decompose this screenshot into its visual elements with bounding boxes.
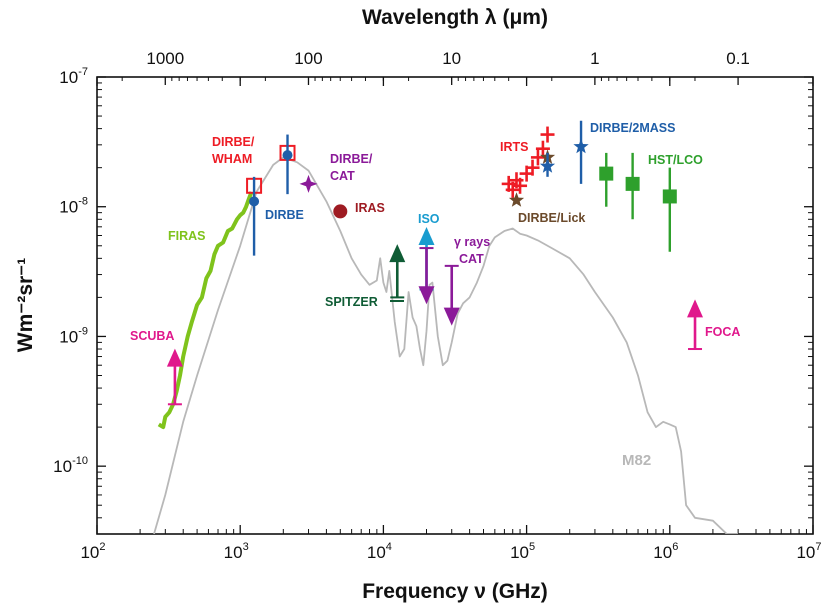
x-tick-label: 107 (796, 541, 821, 562)
y-tick-label: 10-8 (59, 196, 88, 217)
data-point-iras (333, 204, 348, 219)
annotation-label: FIRAS (168, 229, 206, 243)
y-axis-title: Wm⁻²sr⁻¹ (14, 258, 37, 353)
top-tick-label: 100 (294, 49, 322, 68)
data-point-dirbe/2mass (539, 158, 556, 173)
annotations: FIRAS SCUBA DIRBE/WHAM DIRBE DIRBE/CAT IRAS IS… (130, 121, 740, 469)
annotation-label: IRTS (500, 140, 528, 154)
series-line-firas (157, 191, 254, 430)
data-point-hst/lco (625, 176, 640, 191)
top-tick-label: 1 (590, 49, 599, 68)
annotation-label: CAT (459, 252, 484, 266)
y-tick-label: 10-7 (59, 66, 88, 87)
data-point-hst/lco (662, 189, 677, 204)
data-point-dirbe/2mass (573, 138, 589, 154)
annotation-label: DIRBE/ (330, 152, 373, 166)
x-tick-label: 106 (653, 541, 678, 562)
annotation-label: DIRBE (265, 208, 304, 222)
x-axis-title: Frequency ν (GHz) (362, 580, 548, 603)
data-point-dirbe (249, 196, 260, 207)
annotation-label: IRAS (355, 201, 385, 215)
annotation-label: WHAM (212, 152, 252, 166)
data-point-γ rays cat (418, 286, 435, 305)
top-tick-label: 0.1 (726, 49, 750, 68)
annotation-label: CAT (330, 169, 355, 183)
top-tick-label: 1000 (146, 49, 184, 68)
annotation-label: FOCA (705, 325, 740, 339)
series-layer (153, 120, 739, 534)
data-point-dirbe/cat (299, 174, 318, 193)
series-line-m82 (153, 156, 739, 534)
data-point-dirbe/lick (508, 192, 525, 207)
plot-frame (96, 76, 814, 535)
x-tick-label: 105 (510, 541, 535, 562)
data-point-hst/lco (599, 166, 614, 181)
annotation-label: DIRBE/ (212, 135, 255, 149)
annotation-label: SCUBA (130, 329, 174, 343)
tick-marks (96, 76, 814, 535)
tick-labels: 1000 100 10 1 0.1 102 103 104 105 106 107 10-10 10-9… (53, 49, 821, 562)
data-point-scuba (166, 348, 183, 367)
annotation-label: HST/LCO (648, 153, 703, 167)
annotation-label: γ rays (454, 235, 490, 249)
top-axis-title: Wavelength λ (μm) (362, 6, 548, 29)
top-tick-label: 10 (442, 49, 461, 68)
y-tick-label: 10-9 (59, 325, 88, 346)
annotation-label: DIRBE/Lick (518, 211, 585, 225)
x-tick-label: 103 (224, 541, 249, 562)
data-point-foca (687, 299, 704, 318)
annotation-label: DIRBE/2MASS (590, 121, 675, 135)
y-tick-label: 10-10 (53, 455, 88, 476)
annotation-label: ISO (418, 212, 440, 226)
x-tick-label: 104 (367, 541, 392, 562)
data-point-spitzer (389, 244, 406, 263)
annotation-label: M82 (622, 452, 651, 469)
data-point-iso (418, 226, 435, 245)
annotation-label: SPITZER (325, 295, 378, 309)
x-tick-label: 102 (80, 541, 105, 562)
data-point-dirbe (282, 150, 293, 161)
data-point-γ rays cat (443, 307, 460, 326)
